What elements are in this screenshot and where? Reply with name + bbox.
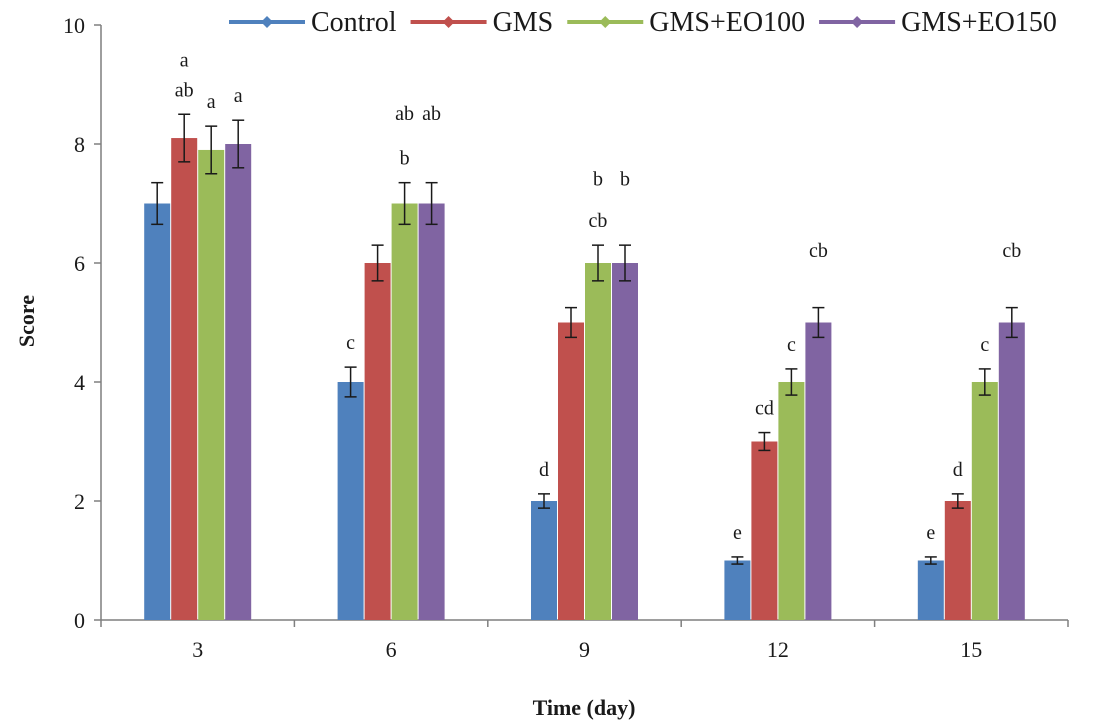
significance-label: cb bbox=[809, 240, 828, 262]
x-tick-label: 12 bbox=[767, 637, 789, 662]
legend: Control GMS GMS+EO100 GMS+EO150 bbox=[229, 7, 1057, 38]
bar bbox=[391, 203, 418, 620]
y-tick-label: 10 bbox=[63, 13, 85, 38]
bar bbox=[724, 560, 751, 620]
y-axis: 0 2 4 6 8 10 bbox=[63, 13, 102, 633]
y-tick-label: 0 bbox=[74, 608, 85, 633]
legend-entry: GMS bbox=[410, 7, 554, 38]
legend-label: Control bbox=[311, 7, 397, 38]
legend-label: GMS+EO150 bbox=[901, 7, 1057, 38]
error-bar bbox=[371, 244, 384, 282]
bar bbox=[998, 322, 1025, 620]
legend-label: GMS bbox=[493, 7, 554, 38]
y-tick-label: 6 bbox=[74, 251, 85, 276]
bar bbox=[558, 322, 584, 620]
bar bbox=[585, 263, 611, 620]
bar bbox=[531, 501, 557, 620]
significance-label: cd bbox=[755, 398, 774, 420]
error-bar bbox=[619, 244, 631, 282]
bar bbox=[418, 203, 445, 620]
significance-label: cb bbox=[589, 210, 608, 232]
significance-label: ab bbox=[395, 103, 414, 125]
bar bbox=[778, 382, 805, 620]
significance-label: b bbox=[400, 148, 410, 170]
x-axis: 3 6 9 12 15 bbox=[100, 619, 1069, 662]
y-tick-label: 4 bbox=[74, 370, 85, 395]
bars bbox=[144, 113, 1025, 621]
error-bar bbox=[232, 119, 245, 169]
bar bbox=[751, 441, 778, 620]
error-bar bbox=[812, 306, 825, 339]
significance-label: a bbox=[207, 91, 216, 113]
error-bar bbox=[785, 368, 798, 396]
bar bbox=[144, 203, 171, 620]
x-tick-label: 15 bbox=[960, 637, 982, 662]
significance-label: d bbox=[539, 459, 549, 481]
error-bar bbox=[731, 556, 744, 565]
y-axis-title: Score bbox=[14, 295, 39, 347]
error-bar bbox=[398, 181, 411, 226]
significance-label: c bbox=[980, 334, 989, 356]
error-bar bbox=[565, 306, 577, 339]
legend-entry: GMS+EO150 bbox=[819, 7, 1057, 38]
significance-label: ab bbox=[175, 79, 194, 101]
y-tick-label: 2 bbox=[74, 489, 85, 514]
x-axis-title: Time (day) bbox=[533, 695, 636, 720]
error-bar bbox=[425, 181, 438, 226]
error-bar bbox=[924, 556, 937, 565]
significance-label: d bbox=[953, 459, 963, 481]
x-tick-label: 9 bbox=[579, 637, 590, 662]
bar bbox=[944, 501, 971, 620]
bar bbox=[971, 382, 998, 620]
error-bar bbox=[592, 244, 604, 282]
error-bar bbox=[344, 366, 357, 398]
error-bar bbox=[178, 113, 191, 163]
bar bbox=[364, 263, 391, 620]
significance-label: b bbox=[620, 169, 630, 191]
error-bar bbox=[1005, 306, 1018, 339]
x-tick-label: 3 bbox=[192, 637, 203, 662]
significance-label: a bbox=[180, 50, 189, 72]
bar bbox=[917, 560, 944, 620]
bar bbox=[171, 138, 198, 621]
significance-label: e bbox=[733, 522, 742, 544]
y-tick-label: 8 bbox=[74, 132, 85, 157]
error-bar bbox=[951, 493, 964, 509]
x-tick-label: 6 bbox=[386, 637, 397, 662]
legend-entry: Control bbox=[229, 7, 397, 38]
bar bbox=[337, 382, 364, 620]
legend-label: GMS+EO100 bbox=[649, 7, 805, 38]
significance-label: cb bbox=[1002, 240, 1021, 262]
error-bar bbox=[538, 493, 550, 509]
significance-label: ab bbox=[422, 103, 441, 125]
bar bbox=[612, 263, 638, 620]
bar bbox=[805, 322, 832, 620]
significance-label: c bbox=[346, 332, 355, 354]
error-bar bbox=[205, 125, 218, 175]
significance-label: c bbox=[787, 334, 796, 356]
error-bar bbox=[978, 368, 991, 396]
bar bbox=[198, 149, 225, 620]
significance-label: e bbox=[926, 522, 935, 544]
error-bar bbox=[758, 431, 771, 452]
significance-label: b bbox=[593, 169, 603, 191]
bar bbox=[225, 144, 252, 620]
significance-label: a bbox=[234, 85, 243, 107]
error-bar bbox=[151, 181, 164, 226]
legend-entry: GMS+EO100 bbox=[567, 7, 805, 38]
